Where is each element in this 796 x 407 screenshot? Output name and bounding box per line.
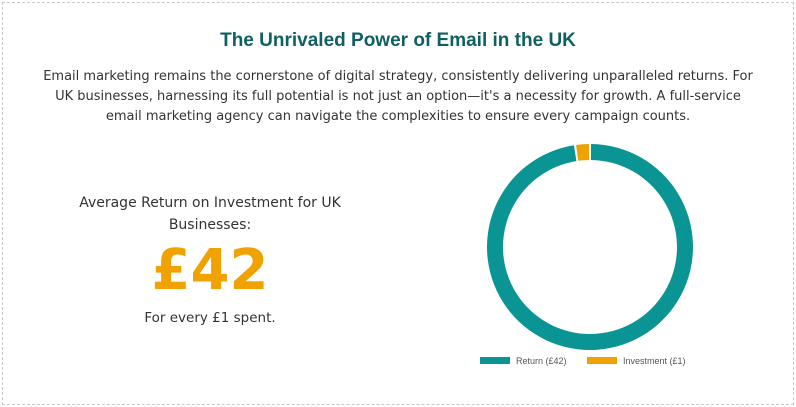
- intro-line-1: Email marketing remains the cornerstone …: [43, 69, 753, 84]
- donut-slice-return: [487, 144, 693, 350]
- legend-swatch-investment: [587, 357, 617, 364]
- roi-label: Average Return on Investment for UK Busi…: [60, 192, 360, 236]
- roi-subtext: For every £1 spent.: [144, 310, 276, 326]
- roi-stat-block: Average Return on Investment for UK Busi…: [60, 192, 360, 328]
- intro-line-2: UK businesses, harnessing its full poten…: [55, 89, 741, 104]
- intro-paragraph: Email marketing remains the cornerstone …: [30, 67, 766, 127]
- roi-value: £42: [151, 238, 269, 303]
- donut-slice-investment: [576, 144, 590, 161]
- page-title: The Unrivaled Power of Email in the UK: [220, 30, 576, 51]
- roi-label-line-2: Businesses:: [168, 217, 252, 233]
- legend-swatch-return: [480, 357, 510, 364]
- roi-label-line-1: Average Return on Investment for UK: [79, 195, 341, 211]
- legend-label-return: Return (£42): [516, 356, 567, 366]
- intro-line-3: email marketing agency can navigate the …: [105, 109, 691, 124]
- roi-donut-chart: Return (£42) Investment (£1): [480, 144, 693, 366]
- legend-label-investment: Investment (£1): [623, 356, 686, 366]
